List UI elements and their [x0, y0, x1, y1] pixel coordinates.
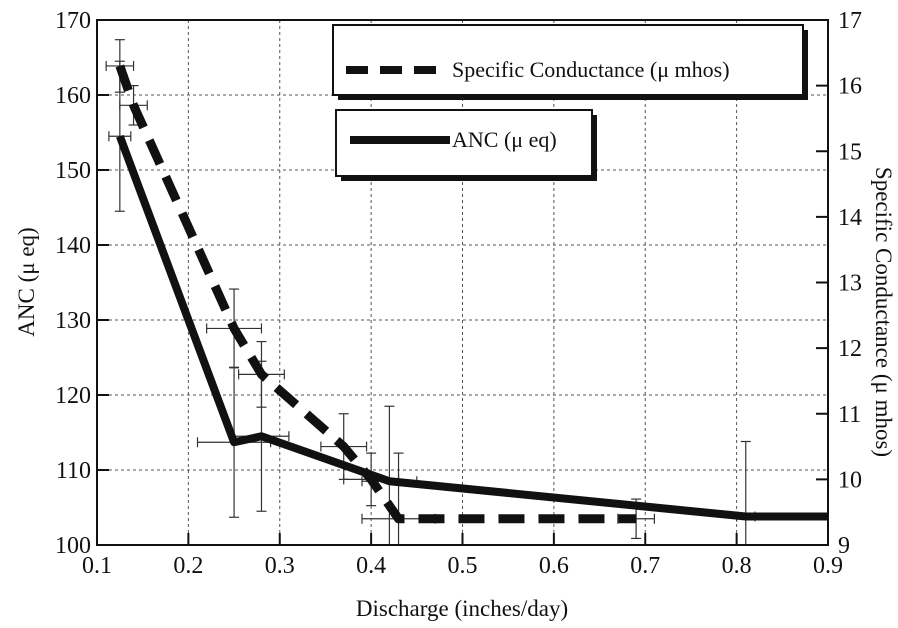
y-tick-label: 170 [55, 8, 91, 34]
x-tick-label: 0.2 [173, 553, 203, 579]
y2-tick-label: 16 [838, 74, 862, 100]
y2-tick-label: 10 [838, 467, 862, 493]
y2-tick-label: 12 [838, 336, 862, 362]
y2-axis-label: Specific Conductance (μ mhos) [871, 167, 896, 457]
y-tick-label: 120 [55, 383, 91, 409]
x-tick-label: 0.1 [82, 553, 112, 579]
x-tick-label: 0.9 [813, 553, 843, 579]
x-axis-label: Discharge (inches/day) [356, 596, 568, 621]
y-tick-label: 160 [55, 83, 91, 109]
y-tick-label: 140 [55, 233, 91, 259]
y-axis-label: ANC (μ eq) [14, 227, 39, 336]
y2-tick-label: 15 [838, 139, 862, 165]
series-line-specific-conductance [115, 64, 637, 524]
x-tick-label: 0.7 [630, 553, 660, 579]
legend-box-1 [332, 24, 804, 96]
y2-tick-label: 17 [838, 8, 862, 34]
y2-tick-label: 13 [838, 271, 862, 297]
x-tick-label: 0.8 [722, 553, 752, 579]
y2-tick-label: 11 [838, 402, 861, 428]
legend-label-specific-conductance: Specific Conductance (μ mhos) [452, 57, 730, 82]
series-line-anc [116, 134, 828, 521]
y2-tick-label: 9 [838, 533, 850, 559]
x-tick-label: 0.4 [356, 553, 386, 579]
ticks: 0.1 0.2 0.3 0.4 0.5 0.6 0.7 0.8 0.9 100 110 120 130 1… [55, 8, 862, 579]
x-tick-label: 0.5 [448, 553, 478, 579]
y2-tick-label: 14 [838, 205, 862, 231]
legend-label-anc: ANC (μ eq) [452, 127, 557, 152]
legend: Specific Conductance (μ mhos) ANC (μ eq) [332, 24, 808, 181]
y-tick-label: 130 [55, 308, 91, 334]
y-tick-label: 100 [55, 533, 91, 559]
y-tick-label: 110 [56, 458, 91, 484]
series-lines [115, 64, 828, 524]
y-tick-label: 150 [55, 158, 91, 184]
x-tick-label: 0.3 [265, 553, 295, 579]
x-tick-label: 0.6 [539, 553, 569, 579]
